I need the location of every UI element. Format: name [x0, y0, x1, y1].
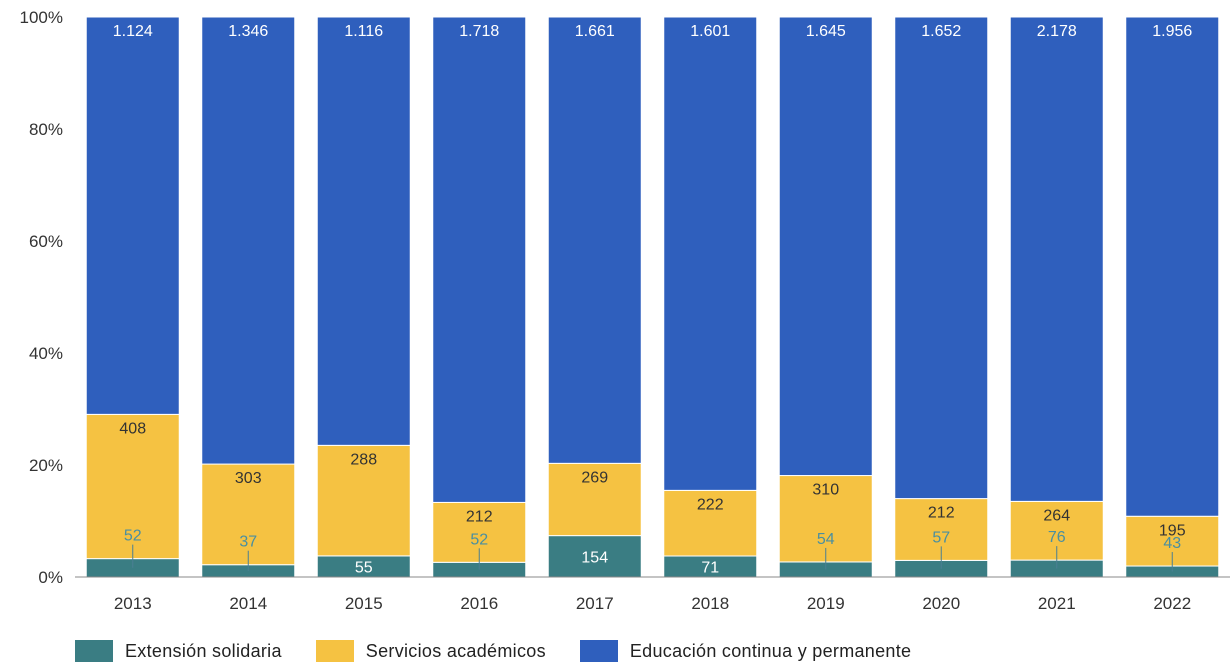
data-label: 154 — [581, 549, 608, 566]
x-tick-label: 2013 — [114, 594, 152, 613]
bar-segment-servicios-academicos — [663, 489, 758, 557]
x-tick-label: 2022 — [1153, 594, 1191, 613]
legend-item: Servicios académicos — [315, 640, 546, 662]
data-label: 2.178 — [1037, 23, 1077, 40]
y-tick-label: 0% — [38, 568, 63, 587]
legend-swatch — [315, 640, 354, 662]
bar-segment-educacion-continua — [547, 16, 642, 464]
bar-segment-servicios-academicos — [547, 462, 642, 537]
data-label: 54 — [817, 531, 835, 548]
bar-segment-servicios-academicos — [778, 475, 873, 563]
legend-item: Educación continua y permanente — [579, 640, 912, 662]
data-label: 1.346 — [228, 23, 268, 40]
x-tick-label: 2019 — [807, 594, 845, 613]
data-label: 43 — [1163, 535, 1181, 552]
chart-legend: Extensión solidaria Servicios académicos E… — [75, 640, 945, 662]
data-label: 269 — [581, 469, 608, 486]
legend-swatch — [579, 640, 618, 662]
bar-segment-servicios-academicos — [316, 444, 411, 557]
data-label: 76 — [1048, 529, 1066, 546]
data-label: 408 — [119, 420, 146, 437]
x-tick-label: 2015 — [345, 594, 383, 613]
data-label: 52 — [470, 531, 488, 548]
bar-segment-educacion-continua — [663, 16, 758, 491]
data-label: 55 — [355, 559, 373, 576]
stacked-percent-bar-chart: 0% 20% 40% 60% 80% 100% 52 408 1.124 2013 37 303 1.3… — [20, 8, 1230, 613]
legend-label: Servicios académicos — [365, 640, 546, 661]
data-label: 264 — [1043, 507, 1070, 524]
data-label: 195 — [1159, 522, 1186, 539]
y-tick-label: 60% — [29, 232, 63, 251]
data-label: 1.652 — [921, 23, 961, 40]
bar-segment-educacion-continua — [778, 16, 873, 477]
y-tick-label: 100% — [20, 8, 63, 27]
x-tick-label: 2020 — [922, 594, 960, 613]
data-label: 1.601 — [690, 23, 730, 40]
data-label: 52 — [124, 528, 142, 545]
data-label: 57 — [932, 529, 950, 546]
data-label: 1.718 — [459, 23, 499, 40]
data-label: 1.116 — [344, 23, 383, 40]
data-label: 1.124 — [113, 23, 153, 40]
bar-segment-educacion-continua — [85, 16, 180, 415]
legend-label: Educación continua y permanente — [629, 640, 912, 661]
bar-segment-educacion-continua — [1125, 16, 1220, 517]
data-label: 222 — [697, 496, 724, 513]
bar-segment-educacion-continua — [1009, 16, 1104, 502]
x-tick-label: 2017 — [576, 594, 614, 613]
data-label: 212 — [928, 505, 955, 522]
bar-segment-educacion-continua — [894, 16, 989, 500]
x-tick-label: 2018 — [691, 594, 729, 613]
legend-label: Extensión solidaria — [125, 640, 282, 661]
y-tick-label: 40% — [29, 344, 63, 363]
y-tick-label: 80% — [29, 120, 63, 139]
legend-item: Extensión solidaria — [75, 640, 282, 662]
data-label: 310 — [812, 482, 839, 499]
data-label: 37 — [239, 534, 257, 551]
bar-segment-servicios-academicos — [201, 463, 296, 566]
bar-segment-servicios-academicos — [85, 413, 180, 560]
data-label: 1.956 — [1152, 23, 1192, 40]
data-label: 303 — [235, 470, 262, 487]
legend-swatch — [75, 640, 113, 662]
data-label: 71 — [701, 560, 719, 577]
data-label: 1.645 — [806, 23, 846, 40]
x-tick-label: 2021 — [1038, 594, 1076, 613]
data-label: 212 — [466, 508, 493, 525]
bar-segment-educacion-continua — [201, 16, 296, 465]
y-tick-label: 20% — [29, 456, 63, 475]
bar-segment-educacion-continua — [432, 16, 527, 503]
bar-segment-educacion-continua — [316, 16, 411, 446]
data-label: 288 — [350, 451, 377, 468]
x-tick-label: 2016 — [460, 594, 498, 613]
data-label: 1.661 — [575, 23, 615, 40]
x-tick-label: 2014 — [229, 594, 267, 613]
